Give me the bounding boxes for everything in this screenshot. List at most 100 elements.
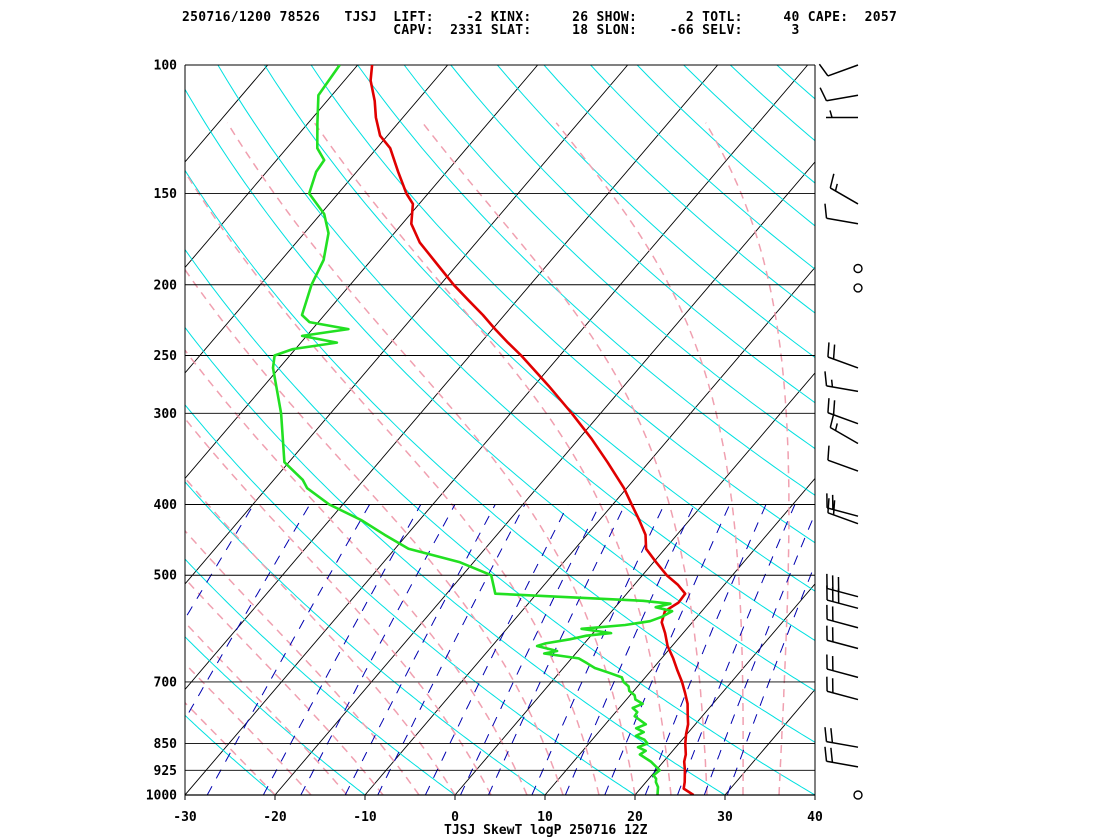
wind-barb-half	[830, 379, 834, 387]
dewpoint-point	[323, 213, 325, 215]
wind-barb-half	[834, 423, 838, 431]
header-line-1: 250716/1200 78526 TJSJ LIFT: -2 KINX: 26…	[182, 10, 898, 25]
dry-adiabat-line	[805, 49, 1120, 811]
wind-barb	[826, 585, 859, 610]
dewpoint-point	[633, 715, 636, 718]
dewpoint-point	[301, 478, 304, 481]
temperature-point	[452, 283, 455, 286]
dewpoint-point	[536, 645, 538, 647]
wind-barb-full	[824, 203, 828, 219]
temperature-point	[410, 222, 413, 225]
dry-adiabat-line	[217, 65, 815, 642]
dewpoint-point	[543, 652, 545, 655]
mixing-ratio-line	[644, 504, 767, 795]
background-grid	[0, 49, 1120, 811]
wind-barb-full	[829, 413, 835, 428]
isotherm-line	[454, 372, 815, 795]
mixing-ratio-line	[564, 504, 695, 795]
pressure-tick-labels: 100 150 200 250 300 400 500 700 850 925 1000	[146, 59, 177, 804]
temperature-point	[672, 657, 674, 660]
dewpoint-point	[283, 461, 286, 463]
temperature-point	[686, 702, 689, 705]
dewpoint-point	[643, 738, 646, 741]
dewpoint-point	[317, 94, 320, 97]
isotherm-line	[185, 65, 539, 480]
temperature-tick-label: 10	[537, 810, 553, 825]
dewpoint-point	[490, 574, 493, 577]
dewpoint-point	[655, 781, 657, 783]
dewpoint-point	[360, 519, 362, 521]
wind-barb-staff	[826, 690, 859, 701]
isotherm-line	[185, 65, 269, 163]
dewpoint-point	[607, 671, 610, 674]
dewpoint-point	[316, 122, 319, 124]
dry-adiabat-line	[776, 65, 815, 100]
dewpoint-point	[652, 774, 655, 777]
pressure-tick-label: 300	[154, 407, 178, 422]
temperature-point	[389, 147, 392, 149]
dewpoint-point	[327, 232, 330, 235]
dewpoint-point	[272, 367, 274, 369]
temperature-point	[660, 621, 663, 624]
temperature-point	[655, 561, 657, 564]
dewpoint-point	[280, 412, 282, 415]
isotherm-line	[634, 583, 815, 795]
mixing-ratio-line	[300, 504, 456, 795]
wind-barb-full	[827, 498, 830, 513]
temperature-point	[590, 437, 593, 440]
wind-barb-full	[824, 727, 828, 742]
temperature-tick-label: -30	[173, 810, 197, 825]
mixing-ratio-line	[604, 504, 731, 795]
temperature-point	[685, 733, 687, 735]
dewpoint-point	[301, 314, 303, 316]
temperature-point	[405, 192, 408, 195]
temperature-point	[644, 533, 647, 536]
dewpoint-point	[494, 592, 497, 595]
dewpoint-point	[315, 170, 317, 173]
isotherm-line	[185, 65, 629, 585]
temperature-point	[371, 65, 373, 66]
wind-barb-half	[829, 110, 833, 118]
wind-barb-staff	[826, 599, 859, 610]
dry-adiabat-line	[543, 65, 815, 314]
dewpoint-point	[671, 610, 673, 612]
pressure-tick-label: 400	[154, 498, 178, 513]
isotherm-line	[0, 65, 178, 795]
dewpoint-profile-line	[271, 65, 674, 795]
temperature-point	[418, 241, 421, 244]
moist-adiabat-line	[555, 122, 744, 795]
temperature-point	[606, 461, 609, 463]
calm-wind-circle	[853, 790, 863, 800]
dewpoint-point	[636, 711, 639, 713]
temperature-point	[520, 354, 522, 357]
temperature-point	[645, 548, 647, 550]
dewpoint-point	[383, 533, 386, 536]
isotherm-line	[544, 477, 815, 795]
wind-barb-full	[827, 398, 830, 413]
pressure-tick-label: 100	[154, 59, 178, 74]
temperature-point	[623, 487, 625, 490]
chart-footer-title: TJSJ SkewT logP 250716 12Z	[444, 823, 648, 838]
temperature-tick-label: -20	[263, 810, 287, 825]
temperature-point	[676, 583, 679, 586]
sounding-profiles	[271, 65, 695, 795]
wind-barb-full	[827, 445, 830, 461]
wind-barb	[824, 727, 859, 748]
moist-adiabat-line	[705, 122, 790, 795]
wind-barb	[853, 790, 863, 800]
dry-adiabat-line	[185, 714, 276, 795]
isotherm-line	[185, 65, 719, 691]
dewpoint-point	[639, 719, 642, 722]
wind-barb-staff	[826, 587, 859, 598]
temperature-point	[684, 692, 686, 694]
dewpoint-point	[338, 65, 341, 66]
moist-adiabat-line	[313, 122, 672, 795]
mixing-ratio-line	[677, 504, 796, 795]
dewpoint-point	[642, 731, 645, 733]
wind-barb	[827, 498, 859, 525]
moist-adiabat-line	[185, 662, 312, 795]
dewpoint-point	[301, 335, 303, 337]
dry-adiabat-line	[729, 65, 815, 142]
dewpoint-point	[658, 769, 661, 772]
wind-barb	[824, 371, 859, 393]
